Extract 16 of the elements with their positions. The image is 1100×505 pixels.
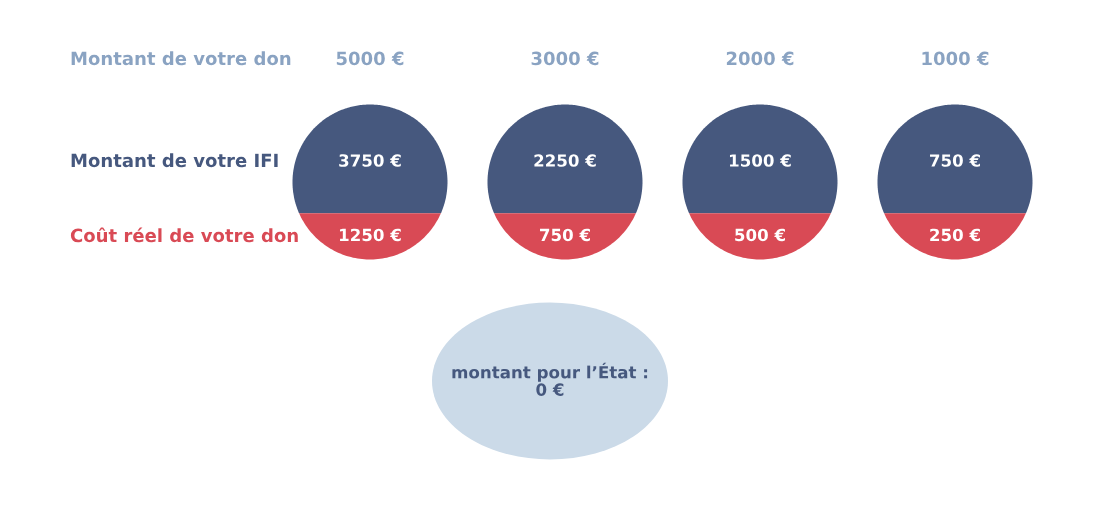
category-label: 5000 €	[336, 51, 404, 66]
data-label: 1500 €	[729, 154, 791, 167]
data-label: 250 €	[930, 228, 980, 242]
text: Montant de votre don	[71, 51, 291, 66]
data-label: 1250 €	[339, 228, 401, 242]
series-label: Montant de votre IFI	[71, 153, 278, 168]
category-label: 3000 €	[531, 51, 599, 66]
text: montant pour l’État : 0 €	[452, 362, 648, 396]
series-label: Coût réel de votre don	[70, 227, 298, 243]
category-label: 2000 €	[726, 51, 794, 66]
data-label: 3750 €	[339, 154, 401, 167]
data-label: 2250 €	[534, 154, 596, 167]
data-label: 750 €	[540, 228, 590, 242]
category-label: 1000 €	[922, 51, 989, 66]
data-label: 500 €	[735, 228, 785, 242]
data-label: 750 €	[930, 154, 980, 167]
